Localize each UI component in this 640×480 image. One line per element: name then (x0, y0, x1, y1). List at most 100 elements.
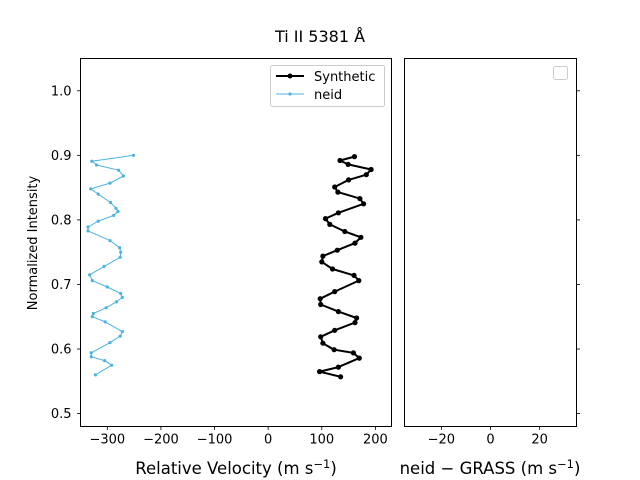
synthetic-point (331, 347, 337, 353)
synthetic-point (352, 320, 358, 326)
neid-point (108, 181, 112, 185)
synthetic-point (351, 154, 358, 160)
figure-title: Ti II 5381 Å (274, 27, 365, 46)
synthetic-point (342, 228, 348, 235)
neid-point (112, 213, 116, 217)
right-x-axis-label: neid − GRASS (m s−1) (400, 457, 581, 478)
synthetic-point (356, 278, 362, 284)
left-y-tick-label: 1.0 (51, 84, 72, 99)
neid-point (132, 153, 136, 157)
neid-point (86, 225, 90, 229)
left-y-tick-label: 0.6 (51, 343, 72, 358)
synthetic-point (338, 374, 344, 380)
synthetic-point (368, 166, 374, 173)
neid-point (89, 351, 93, 355)
synthetic-point (320, 340, 326, 346)
left-legend: Synthetic neid (270, 65, 385, 107)
synthetic-point (335, 210, 341, 216)
synthetic-point (350, 350, 356, 356)
neid-point (119, 291, 123, 296)
synthetic-point (337, 157, 343, 164)
left-x-tick-label: 100 (309, 433, 334, 448)
neid-point (118, 246, 122, 250)
synthetic-point (335, 309, 341, 315)
right-x-tick-label: 20 (531, 433, 548, 448)
neid-point (89, 187, 93, 191)
neid-point (96, 192, 100, 196)
neid-point (114, 300, 118, 304)
left-x-tick-label: −200 (143, 433, 179, 448)
synthetic-point (345, 161, 351, 167)
neid-point (120, 295, 124, 299)
neid-point (118, 255, 122, 259)
neid-point (91, 311, 95, 316)
neid-point (102, 264, 106, 268)
neid-point (120, 330, 124, 334)
neid-point (103, 359, 107, 363)
neid-point (108, 239, 112, 243)
synthetic-point (352, 240, 358, 246)
neid-point (86, 229, 90, 233)
neid-point (119, 250, 123, 254)
synthetic-point (318, 301, 324, 308)
right-x-tick-label: 0 (486, 433, 494, 448)
neid-point (95, 163, 99, 167)
synthetic-point (346, 177, 352, 183)
synthetic-point (329, 266, 336, 272)
legend-neid-label: neid (314, 88, 342, 103)
synthetic-series-line (318, 155, 373, 378)
left-y-tick-label: 0.9 (51, 149, 72, 164)
right-y-ticks (576, 90, 580, 414)
synthetic-point (356, 355, 362, 361)
synthetic-point (332, 184, 338, 190)
left-x-tick-label: 200 (363, 433, 388, 448)
synthetic-point (357, 196, 363, 202)
synthetic-point (351, 272, 357, 278)
synthetic-point (318, 334, 324, 340)
right-panel: −20 0 20 neid − GRASS (m s−1) (400, 58, 581, 478)
synthetic-point (335, 189, 341, 195)
left-x-axis-label: Relative Velocity (m s−1) (135, 457, 337, 478)
neid-point (88, 273, 92, 277)
neid-point (90, 315, 94, 319)
neid-point (96, 219, 100, 223)
synthetic-point (317, 296, 323, 302)
left-x-tick-label: −300 (89, 433, 125, 448)
right-axes-frame (404, 58, 577, 427)
synthetic-point (334, 247, 340, 253)
left-y-tick-label: 0.8 (51, 213, 72, 228)
left-x-tick-label: 0 (264, 433, 272, 448)
left-y-axis-label: Normalized Intensity (26, 175, 41, 310)
synthetic-point (319, 259, 325, 265)
synthetic-point (354, 315, 360, 321)
neid-point (118, 334, 122, 338)
neid-point (93, 373, 98, 377)
left-panel: −300 −200 −100 0 100 200 0.5 0.6 0.7 0.8 0.9 1.0 R… (26, 58, 392, 478)
synthetic-point (363, 172, 369, 178)
synthetic-point (361, 201, 367, 207)
synthetic-point (332, 289, 338, 295)
synthetic-point (317, 369, 323, 375)
neid-point (90, 159, 94, 163)
neid-point (105, 285, 109, 289)
neid-point (116, 209, 120, 214)
neid-point (108, 341, 112, 345)
synthetic-point (358, 234, 364, 240)
left-y-ticks: 0.5 0.6 0.7 0.8 0.9 1.0 (51, 84, 81, 422)
right-x-ticks: −20 0 20 (428, 426, 548, 448)
neid-point (110, 363, 114, 367)
right-empty-legend (553, 66, 568, 80)
neid-point (90, 279, 94, 283)
neid-point (117, 168, 121, 172)
left-x-ticks: −300 −200 −100 0 100 200 (89, 426, 388, 448)
neid-point (108, 200, 113, 205)
synthetic-point (335, 364, 341, 370)
synthetic-point (320, 253, 326, 259)
right-x-tick-label: −20 (428, 433, 455, 448)
neid-point (121, 174, 125, 178)
neid-point (114, 206, 118, 210)
synthetic-point (327, 221, 333, 227)
neid-point (103, 320, 107, 324)
synthetic-point (322, 216, 329, 222)
